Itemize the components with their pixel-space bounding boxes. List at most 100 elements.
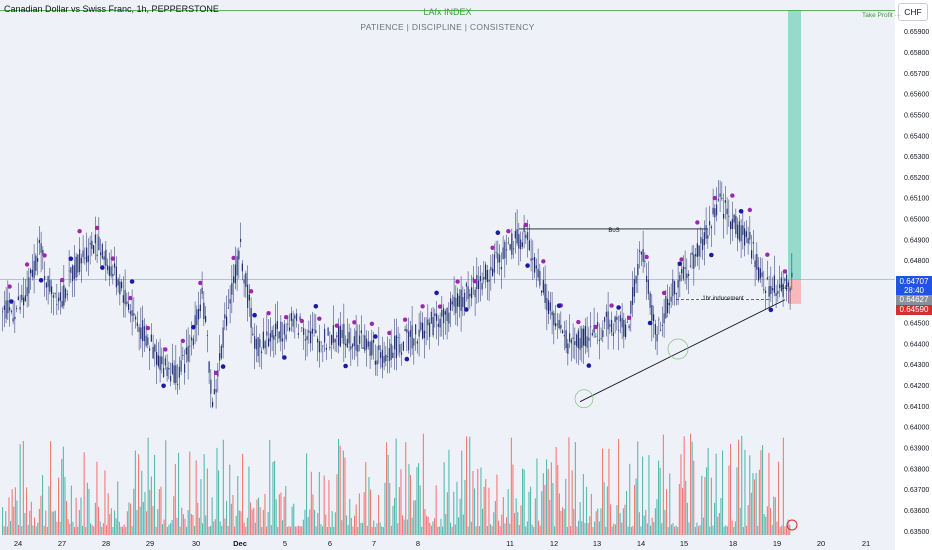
candle-body — [19, 306, 21, 310]
x-tick-label: 21 — [862, 539, 870, 548]
x-tick-label: 6 — [328, 539, 332, 548]
volume-bar — [434, 518, 436, 535]
candle-body — [192, 338, 194, 346]
volume-bar — [54, 510, 56, 535]
volume-bar — [134, 450, 136, 535]
volume-bar — [763, 514, 765, 535]
candle-body — [215, 388, 217, 393]
volume-bar — [275, 499, 277, 535]
candle-body — [779, 284, 781, 288]
volume-bar — [560, 511, 562, 535]
volume-bar — [446, 492, 448, 535]
volume-bar — [728, 465, 730, 535]
candle-body — [231, 283, 233, 295]
currency-badge[interactable]: CHF — [898, 3, 928, 21]
candle-body — [156, 352, 158, 365]
candle-body — [213, 389, 215, 395]
candle-body — [584, 325, 586, 347]
y-tick-label: 0.64500 — [904, 321, 929, 328]
volume-bar — [187, 510, 189, 535]
volume-bar — [246, 517, 248, 535]
volume-bar — [662, 434, 664, 535]
x-tick-label: 28 — [102, 539, 110, 548]
swing-high-marker — [576, 319, 581, 325]
volume-bar — [410, 475, 412, 535]
candle-body — [194, 315, 196, 328]
candle-body — [670, 296, 672, 302]
candle-body — [140, 327, 142, 340]
volume-bar — [757, 525, 759, 535]
candle-body — [45, 282, 47, 288]
candle-body — [184, 364, 186, 373]
candle-body — [72, 265, 74, 282]
volume-bar — [69, 523, 71, 535]
candle-body — [296, 313, 298, 321]
volume-bar — [698, 526, 700, 535]
volume-bar — [459, 498, 461, 535]
candle-body — [177, 384, 179, 385]
price-axis[interactable]: 0.65900 0.65800 0.65700 0.65600 0.65500 0.654… — [895, 0, 932, 550]
volume-bar — [163, 519, 165, 535]
candle-body — [289, 327, 291, 331]
candle-body — [371, 340, 373, 356]
candle-body — [255, 338, 257, 350]
volume-bar — [682, 487, 684, 535]
volume-bar — [75, 497, 77, 535]
time-axis-background — [0, 537, 895, 550]
volume-bar — [637, 441, 639, 535]
volume-bar — [109, 514, 111, 535]
indicator-title[interactable]: LAfx INDEX — [423, 7, 472, 17]
volume-bar — [515, 498, 517, 535]
symbol-title[interactable]: Canadian Dollar vs Swiss Franc, 1h, PEPP… — [4, 4, 219, 14]
volume-bar — [390, 525, 392, 535]
candle-body — [611, 320, 613, 333]
volume-bar — [667, 527, 669, 535]
candle-body — [243, 279, 245, 284]
volume-bar — [770, 507, 772, 535]
volume-bar — [384, 482, 386, 535]
volume-bar — [213, 521, 215, 535]
volume-bar — [70, 485, 72, 535]
volume-bar — [58, 477, 60, 535]
candle-body — [290, 313, 292, 321]
liquidity-circle — [667, 338, 689, 360]
candle-body — [394, 335, 396, 350]
volume-bar — [285, 486, 287, 535]
volume-bar — [301, 526, 303, 535]
candle-body — [665, 296, 667, 319]
time-axis[interactable]: 24 27 28 29 30 Dec 5 6 7 8 11 12 13 14 15 18 19 20 21 — [0, 537, 895, 550]
candle-body — [738, 221, 740, 241]
x-tick-label: 13 — [593, 539, 601, 548]
volume-bar — [506, 517, 508, 535]
swing-low-marker — [313, 304, 319, 309]
candle-body — [679, 275, 681, 282]
volume-bar — [720, 498, 722, 535]
candle-body — [75, 256, 77, 278]
volume-bar — [547, 469, 549, 535]
candle-body — [96, 254, 98, 257]
candle-body — [345, 343, 347, 346]
volume-bar — [26, 487, 28, 535]
candle-body — [605, 311, 607, 317]
volume-bar — [221, 525, 223, 535]
volume-bar — [98, 506, 100, 535]
candle-body — [763, 289, 765, 291]
volume-bar — [389, 483, 391, 535]
candle-body — [234, 264, 236, 284]
volume-bar — [518, 525, 520, 535]
volume-bar — [182, 514, 184, 535]
candle-body — [129, 311, 131, 315]
candle-body — [126, 301, 128, 304]
annotation-lines — [0, 10, 895, 531]
volume-bar — [606, 486, 608, 535]
volume-bar — [597, 508, 599, 535]
volume-bar — [531, 524, 533, 535]
candle-body — [304, 339, 306, 341]
volume-bar — [189, 451, 191, 535]
candle-body — [661, 325, 663, 326]
volume-bar — [208, 526, 210, 535]
candle-body — [222, 327, 224, 348]
volume-bar — [237, 476, 239, 535]
candle-body — [471, 287, 473, 299]
